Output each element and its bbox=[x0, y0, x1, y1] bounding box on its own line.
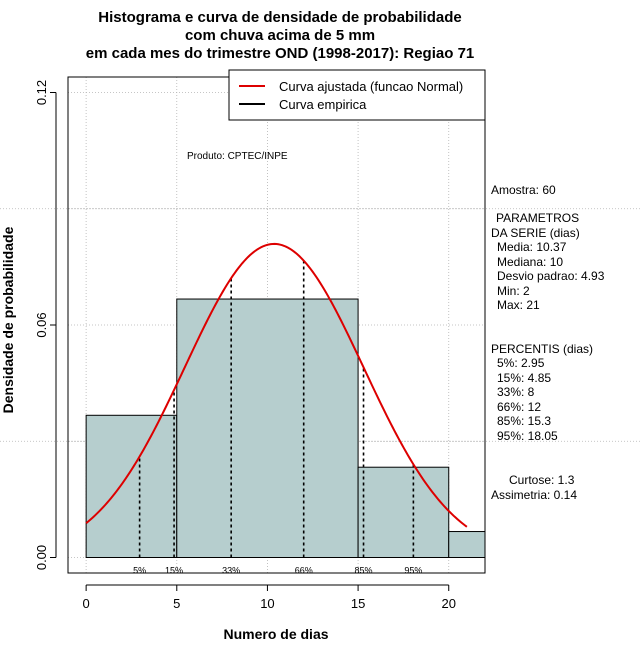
stat-desvio: Desvio padrao: 4.93 bbox=[497, 269, 605, 283]
stat-percentis-title: PERCENTIS (dias) bbox=[491, 342, 594, 356]
title-line-2: com chuva acima de 5 mm bbox=[184, 27, 376, 44]
stat-parametros-title-1: PARAMETROS bbox=[496, 211, 580, 225]
percentile-label: 95% bbox=[404, 566, 422, 576]
percentile-label: 33% bbox=[222, 566, 240, 576]
histogram-bar bbox=[176, 298, 359, 558]
normal-fit-curve bbox=[85, 242, 468, 528]
x-tick-label: 0 bbox=[83, 596, 90, 611]
y-axis-title: Densidade de probabilidade bbox=[0, 226, 16, 413]
legend-fit-label: Curva ajustada (funcao Normal) bbox=[279, 79, 463, 94]
percentile-label: 85% bbox=[355, 566, 373, 576]
stat-p95: 95%: 18.05 bbox=[497, 429, 558, 443]
legend-box bbox=[228, 69, 486, 121]
y-tick-label: 0.06 bbox=[34, 312, 49, 337]
x-tick-label: 20 bbox=[442, 596, 456, 611]
stat-media: Media: 10.37 bbox=[497, 240, 567, 254]
y-tick-label: 0.00 bbox=[34, 545, 49, 570]
stat-amostra: Amostra: 60 bbox=[491, 183, 556, 197]
title-line-3: em cada mes do trimestre OND (1998-2017)… bbox=[85, 45, 475, 62]
stat-max: Max: 21 bbox=[497, 298, 540, 312]
histogram-bar bbox=[85, 414, 178, 558]
stat-p33: 33%: 8 bbox=[497, 385, 535, 399]
percentile-label: 5% bbox=[133, 566, 146, 576]
percentile-label: 66% bbox=[295, 566, 313, 576]
x-axis-title: Numero de dias bbox=[223, 626, 328, 642]
stat-parametros-title-2: DA SERIE (dias) bbox=[491, 226, 580, 240]
stat-curtose: Curtose: 1.3 bbox=[509, 473, 575, 487]
y-tick-label: 0.12 bbox=[34, 80, 49, 105]
x-tick-label: 5 bbox=[173, 596, 180, 611]
title-line-1: Histograma e curva de densidade de proba… bbox=[98, 9, 462, 26]
stat-assimetria: Assimetria: 0.14 bbox=[491, 488, 578, 502]
legend: Curva ajustada (funcao Normal) Curva emp… bbox=[228, 69, 486, 121]
axes-layer: 0 5 10 15 20 0.00 0.06 0.12 bbox=[34, 80, 456, 611]
stat-p85: 85%: 15.3 bbox=[497, 414, 552, 428]
curve-layer bbox=[85, 242, 468, 528]
stat-p66: 66%: 12 bbox=[497, 400, 542, 414]
histogram-bar bbox=[357, 466, 450, 558]
histogram-bar bbox=[448, 531, 486, 558]
percentile-label: 15% bbox=[165, 566, 183, 576]
stat-p5: 5%: 2.95 bbox=[497, 356, 545, 370]
stat-p15: 15%: 4.85 bbox=[497, 371, 552, 385]
x-tick-label: 15 bbox=[351, 596, 365, 611]
stat-mediana: Mediana: 10 bbox=[497, 255, 564, 269]
stat-min: Min: 2 bbox=[497, 284, 530, 298]
legend-empirical-label: Curva empirica bbox=[279, 97, 367, 112]
x-tick-label: 10 bbox=[260, 596, 274, 611]
percentile-lines-layer: 5% 15% 33% 66% 85% 95% bbox=[133, 260, 422, 576]
bars-layer bbox=[85, 298, 486, 558]
product-annotation: Produto: CPTEC/INPE bbox=[187, 151, 288, 162]
